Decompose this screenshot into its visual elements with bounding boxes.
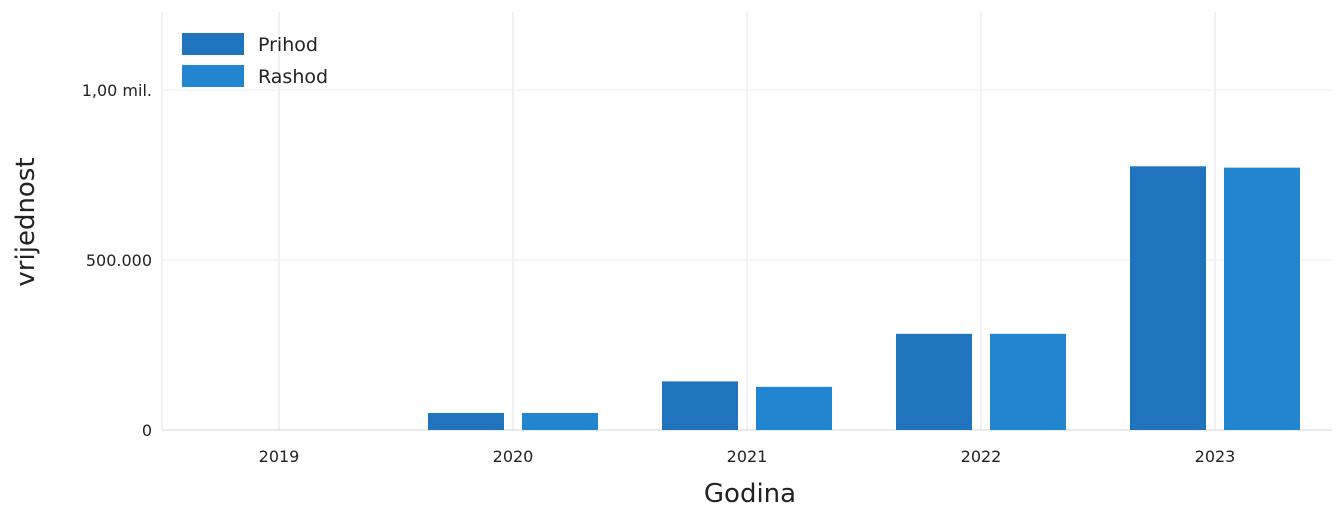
x-axis-title: Godina bbox=[704, 479, 796, 509]
y-axis-title: vrijednost bbox=[11, 157, 41, 286]
x-tick-label: 2020 bbox=[493, 447, 534, 466]
x-tick-label: 2023 bbox=[1195, 447, 1236, 466]
bar-prihod-2020 bbox=[428, 413, 504, 430]
bar-rashod-2023 bbox=[1224, 167, 1300, 431]
legend-swatch-prihod bbox=[182, 33, 244, 55]
bar-rashod-2022 bbox=[990, 333, 1066, 430]
x-tick-label: 2019 bbox=[259, 447, 300, 466]
legend-label-prihod: Prihod bbox=[258, 34, 318, 56]
bar-rashod-2020 bbox=[522, 413, 598, 430]
legend-swatch-rashod bbox=[182, 65, 244, 87]
y-tick-label: 500.000 bbox=[86, 251, 152, 270]
legend-label-rashod: Rashod bbox=[258, 66, 328, 88]
chart-bars bbox=[428, 166, 1300, 431]
bar-prihod-2023 bbox=[1130, 166, 1206, 430]
x-tick-label: 2022 bbox=[961, 447, 1002, 466]
y-tick-label: 0 bbox=[142, 421, 152, 440]
x-tick-label: 2021 bbox=[727, 447, 768, 466]
bar-rashod-2021 bbox=[756, 386, 832, 430]
x-axis-tick-labels: 2019 2020 2021 2022 2023 bbox=[259, 447, 1236, 466]
y-tick-label: 1,00 mil. bbox=[82, 81, 152, 100]
bar-prihod-2021 bbox=[662, 381, 738, 430]
bar-prihod-2022 bbox=[896, 333, 972, 430]
y-axis-tick-labels: 0 500.000 1,00 mil. bbox=[82, 81, 152, 440]
legend: Prihod Rashod bbox=[182, 33, 328, 88]
